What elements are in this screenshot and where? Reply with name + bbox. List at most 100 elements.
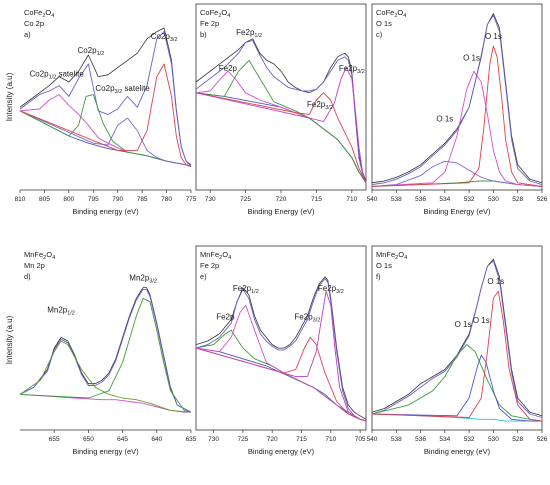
- x-tick-label: 530: [488, 196, 499, 203]
- x-tick-label: 526: [537, 436, 548, 443]
- peak-label: Fe2p: [216, 313, 235, 322]
- x-tick-label: 795: [88, 196, 99, 203]
- peak-label: Mn2p3/2: [129, 273, 157, 284]
- x-tick-label: 715: [311, 196, 322, 203]
- sample-label: MnFe2O4: [200, 250, 231, 261]
- x-tick-label: 715: [296, 436, 307, 443]
- sample-label: CoFe2O4: [376, 8, 406, 19]
- sample-label: CoFe2O4: [200, 8, 230, 19]
- series-background: [19, 110, 192, 168]
- series-background: [195, 92, 367, 184]
- x-tick-label: 540: [367, 436, 378, 443]
- peak-label: Fe2p1/2: [233, 284, 259, 295]
- x-axis-label: Binding energy (eV): [72, 207, 139, 216]
- region-label: Fe 2p: [200, 19, 219, 28]
- series-component-co2p1-2: [19, 94, 192, 168]
- x-tick-label: 534: [439, 196, 450, 203]
- x-tick-label: 540: [367, 196, 378, 203]
- series-component-fe2p3-2: [195, 336, 367, 422]
- series-envelope: [195, 40, 367, 183]
- panel-label: a): [24, 30, 31, 39]
- peak-label: O 1s: [485, 32, 502, 41]
- panel-frame: [371, 3, 543, 191]
- series-component-o-1s: [371, 344, 543, 422]
- x-tick-label: 710: [346, 196, 357, 203]
- x-axis-label: Binding energy (eV): [248, 447, 315, 456]
- panel-frame: [371, 245, 543, 431]
- region-label: Co 2p: [24, 19, 44, 28]
- peak-label: Co2p3/2: [151, 32, 178, 43]
- x-tick-label: 780: [161, 196, 172, 203]
- x-tick-label: 532: [464, 436, 475, 443]
- region-label: O 1s: [376, 19, 392, 28]
- series-component-fe2p1-2: [195, 59, 367, 184]
- series-envelope: [195, 278, 367, 422]
- series-component-co2p3-2-satelite: [19, 110, 192, 168]
- series-experimental: [19, 287, 192, 413]
- series-background: [19, 393, 191, 413]
- panel-label: c): [376, 30, 383, 39]
- x-tick-label: 645: [117, 436, 128, 443]
- region-label: O 1s: [376, 261, 392, 270]
- panel-frame: [195, 245, 367, 431]
- x-tick-label: 730: [208, 436, 219, 443]
- series-component-fe2p1-2: [195, 304, 367, 422]
- x-tick-label: 775: [186, 196, 197, 203]
- x-axis-label: Binding energy (eV): [72, 447, 139, 456]
- series-component-o-1s: [371, 354, 542, 422]
- series-envelope: [19, 288, 192, 413]
- panel-b: 730 725 720 715 710 Binding Energy (eV) CoFe2O…: [195, 3, 367, 216]
- series-component-fe2p: [195, 70, 367, 184]
- x-axis-label: Binding energy (eV): [424, 447, 491, 456]
- panel-frame: [195, 3, 367, 191]
- peak-label: Co2p3/2 satelite: [95, 84, 150, 95]
- series-component-co2p1-2-satelite: [19, 94, 192, 168]
- panel-c: 540 538 536 534 532 530 528 526 Binding Energy (…: [367, 3, 548, 216]
- panel-e: 730 725 720 715 710 705 Binding energy (eV) MnF…: [195, 245, 367, 456]
- x-tick-label: 800: [63, 196, 74, 203]
- series-experimental: [371, 13, 543, 184]
- y-axis-label: Intensity (a.u): [5, 72, 14, 121]
- x-tick-label: 650: [83, 436, 94, 443]
- peak-label: O 1s: [463, 53, 480, 62]
- x-tick-label: 640: [151, 436, 162, 443]
- peak-label: Fe2p3/2: [294, 313, 320, 324]
- sample-label: MnFe2O4: [24, 250, 55, 261]
- x-tick-label: 534: [439, 436, 450, 443]
- x-tick-label: 528: [512, 196, 523, 203]
- series-envelope: [371, 260, 543, 418]
- series-component-o-1s: [371, 70, 543, 187]
- x-tick-label: 536: [415, 436, 426, 443]
- series-component-o-1s: [371, 160, 543, 187]
- peak-label: O 1s: [473, 316, 490, 325]
- panel-d: 655 650 645 640 635 Binding energy (eV) MnFe2O…: [19, 250, 197, 456]
- series-background: [195, 347, 367, 422]
- peak-label: O 1s: [455, 320, 472, 329]
- panel-label: d): [24, 272, 31, 281]
- x-tick-label: 705: [355, 436, 366, 443]
- series-component-co2p3-2: [19, 63, 192, 168]
- panel-label: f): [376, 272, 381, 281]
- panel-label: e): [200, 272, 207, 281]
- series-envelope: [19, 31, 192, 167]
- x-tick-label: 536: [415, 196, 426, 203]
- x-tick-label: 720: [276, 196, 287, 203]
- panel-f: 540 538 536 534 532 530 528 526 Binding energy (…: [367, 245, 548, 456]
- x-tick-label: 530: [488, 436, 499, 443]
- peak-label: Mn2p1/2: [47, 306, 75, 317]
- series-component-fe2p3-2: [195, 92, 367, 183]
- x-tick-label: 725: [237, 436, 248, 443]
- x-tick-label: 805: [39, 196, 50, 203]
- peak-label: Co2p1/2: [77, 46, 104, 57]
- series-component-mn2p3-2: [19, 297, 192, 413]
- series-envelope: [371, 14, 543, 186]
- x-axis-label: Binding Energy (eV): [247, 207, 315, 216]
- x-tick-label: 635: [186, 436, 197, 443]
- peak-label: O 1s: [487, 277, 504, 286]
- x-tick-label: 810: [15, 196, 26, 203]
- panel-a: 810 805 800 795 790 785 780 775 Binding energy (…: [15, 8, 197, 216]
- x-tick-label: 532: [464, 196, 475, 203]
- x-axis-label: Binding Energy (eV): [423, 207, 491, 216]
- peak-label: Co2p1/2 satelite: [29, 70, 84, 81]
- series-experimental: [371, 258, 543, 417]
